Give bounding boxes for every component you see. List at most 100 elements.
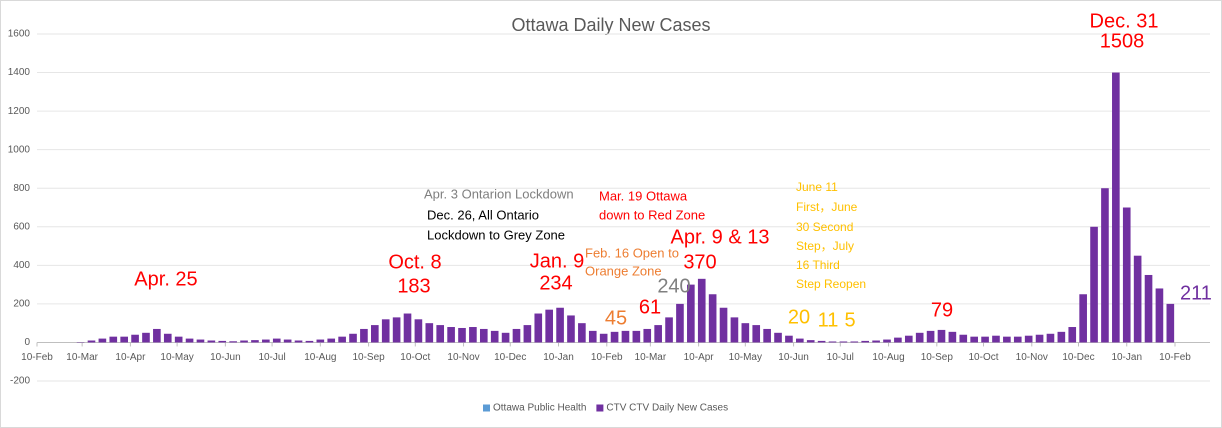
annotation: Feb. 16 Open to [585, 245, 679, 260]
x-tick-label: 10-Feb [591, 352, 623, 363]
y-tick-label: 600 [13, 221, 30, 232]
bar [262, 339, 270, 343]
bar [894, 337, 902, 343]
bar [948, 331, 957, 343]
bar [109, 336, 118, 343]
bar [447, 327, 455, 343]
bar [381, 319, 390, 343]
bar [839, 341, 848, 343]
bar [556, 307, 564, 343]
x-tick-label: 10-Oct [400, 352, 430, 363]
bar [436, 325, 445, 343]
y-tick-label: 200 [13, 299, 30, 310]
bar [120, 336, 128, 343]
x-tick-label: 10-Dec [1062, 352, 1094, 363]
bar [283, 339, 292, 343]
x-tick-label: 10-Apr [684, 352, 715, 363]
bar [992, 335, 1000, 343]
bar [479, 328, 488, 343]
annotation: 5 [844, 309, 855, 331]
legend-swatch [483, 404, 490, 412]
bar [1166, 303, 1175, 343]
bar [403, 313, 412, 343]
bar [240, 340, 248, 343]
x-tick-label: 10-Feb [21, 352, 53, 363]
bar [981, 336, 989, 343]
bar [774, 332, 782, 343]
x-tick-label: 10-Jun [778, 352, 809, 363]
bar [1024, 335, 1033, 343]
annotation: Oct. 8 [388, 251, 441, 273]
bar [828, 341, 837, 343]
annotation: Step Reopen [796, 277, 866, 291]
x-tick-label: 10-Nov [1016, 352, 1048, 363]
bar [676, 303, 684, 343]
bar [196, 339, 205, 343]
bar [883, 339, 891, 343]
bar [861, 340, 870, 343]
bar [294, 340, 303, 343]
bar [763, 328, 771, 343]
bar [251, 340, 259, 343]
chart-title: Ottawa Daily New Cases [511, 15, 710, 35]
legend-label: CTV CTV Daily New Cases [606, 403, 728, 414]
bar [316, 339, 325, 343]
bar [98, 338, 107, 343]
x-tick-label: 10-Mar [66, 352, 98, 363]
x-tick-label: 10-Jan [543, 352, 574, 363]
bar [469, 327, 477, 343]
annotation: 45 [605, 307, 627, 329]
bar [937, 329, 946, 343]
annotation: 79 [931, 299, 953, 321]
y-tick-label: 1000 [8, 144, 31, 155]
bar [87, 340, 96, 343]
x-tick-label: 10-Sep [921, 352, 954, 363]
annotation: 16 Third [796, 258, 840, 272]
annotation: Lockdown to Grey Zone [427, 227, 565, 242]
bar [1013, 336, 1022, 343]
annotation: Apr. 25 [134, 268, 197, 290]
annotation: 234 [539, 272, 572, 294]
bar [545, 309, 553, 343]
x-tick-label: 10-May [160, 352, 193, 363]
bar [174, 336, 183, 343]
bar [534, 313, 543, 343]
x-tick-label: 10-Jul [258, 352, 285, 363]
bar [915, 332, 924, 343]
bar [218, 340, 227, 343]
bar [1101, 188, 1109, 343]
x-tick-label: 10-Dec [494, 352, 526, 363]
bar [338, 336, 346, 343]
bar [131, 334, 139, 343]
bar [1079, 294, 1087, 343]
annotation: 61 [639, 296, 661, 318]
x-tick-label: 10-Feb [1159, 352, 1191, 363]
annotation: Jan. 9 [530, 250, 584, 272]
bar [1122, 207, 1131, 343]
x-tick-label: 10-Oct [969, 352, 999, 363]
bar [163, 333, 172, 343]
bar [1057, 331, 1066, 343]
bar [1035, 334, 1044, 343]
y-tick-label: 1200 [8, 106, 31, 117]
bar [719, 307, 728, 343]
x-tick-label: 10-Aug [304, 352, 336, 363]
bar [730, 317, 739, 343]
bar [272, 338, 281, 343]
annotation: 20 [788, 306, 810, 328]
annotation: 11 [818, 309, 839, 331]
annotation: 30 Second [796, 220, 853, 234]
bar [654, 325, 662, 343]
y-tick-label: 0 [24, 337, 30, 348]
annotation: Apr. 3 Ontarion Lockdown [424, 186, 574, 201]
bar [926, 330, 935, 343]
bar [512, 328, 521, 343]
annotation: 183 [397, 275, 430, 297]
annotation: 1508 [1100, 30, 1145, 52]
annotation: down to Red Zone [599, 207, 705, 222]
bar [697, 278, 706, 343]
x-tick-label: 10-Jan [1111, 352, 1142, 363]
y-tick-label: 800 [13, 183, 30, 194]
annotation: 240 [657, 275, 690, 297]
